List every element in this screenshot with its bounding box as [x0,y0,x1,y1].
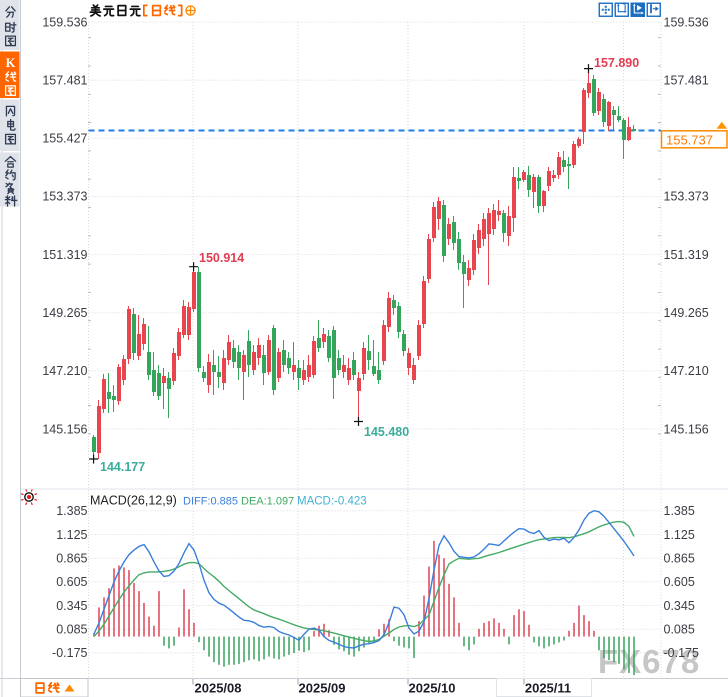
svg-text:0.605: 0.605 [664,575,695,589]
svg-text:0.605: 0.605 [56,575,87,589]
svg-text:2025/10: 2025/10 [409,681,456,696]
svg-text:153.373: 153.373 [42,190,87,204]
svg-text:0.085: 0.085 [664,623,695,637]
svg-text:K: K [6,56,16,70]
svg-text:0.865: 0.865 [56,552,87,566]
svg-text:151.319: 151.319 [42,248,87,262]
svg-text:2025/11: 2025/11 [525,681,571,696]
svg-text:145.156: 145.156 [42,422,87,436]
svg-text:1.125: 1.125 [56,528,87,542]
svg-text:-0.175: -0.175 [52,646,87,660]
svg-text:149.265: 149.265 [664,306,709,320]
svg-text:145.480: 145.480 [364,425,409,439]
svg-text:147.210: 147.210 [664,364,709,378]
svg-text:149.265: 149.265 [42,306,87,320]
svg-text:2025/09: 2025/09 [299,681,346,696]
svg-text:1.385: 1.385 [56,504,87,518]
svg-text:0.345: 0.345 [664,599,695,613]
svg-text:155.737: 155.737 [666,132,713,147]
svg-text:159.536: 159.536 [42,15,87,29]
svg-text:151.319: 151.319 [664,248,709,262]
svg-text:-0.175: -0.175 [664,646,699,660]
svg-text:0.345: 0.345 [56,599,87,613]
svg-text:0.085: 0.085 [56,623,87,637]
svg-text:DEA:1.097: DEA:1.097 [241,496,294,508]
svg-text:147.210: 147.210 [42,364,87,378]
svg-text:MACD(26,12,9): MACD(26,12,9) [90,494,177,508]
svg-text:150.914: 150.914 [199,251,244,265]
svg-text:157.481: 157.481 [42,74,87,88]
svg-text:MACD:-0.423: MACD:-0.423 [297,496,367,508]
svg-text:1.385: 1.385 [664,504,695,518]
svg-text:144.177: 144.177 [100,460,145,474]
svg-text:153.373: 153.373 [664,190,709,204]
svg-text:157.481: 157.481 [664,74,709,88]
svg-text:145.156: 145.156 [664,422,709,436]
svg-text:DIFF:0.885: DIFF:0.885 [183,496,238,508]
svg-text:155.427: 155.427 [42,132,87,146]
svg-text:1.125: 1.125 [664,528,695,542]
svg-text:0.865: 0.865 [664,552,695,566]
svg-text:157.890: 157.890 [594,56,639,70]
svg-text:FX678: FX678 [598,643,700,680]
svg-text:2025/08: 2025/08 [195,681,242,696]
svg-text:159.536: 159.536 [664,15,709,29]
